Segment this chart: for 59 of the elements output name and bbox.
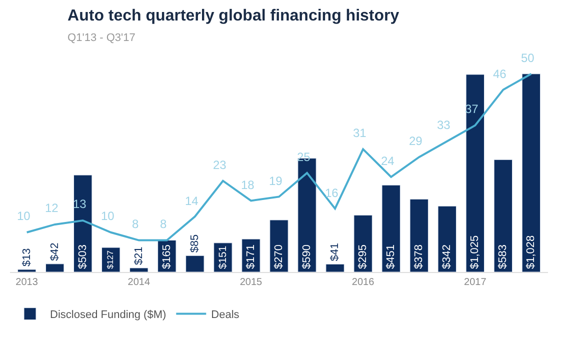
legend-label: Deals: [211, 309, 240, 322]
data-label: $41: [329, 242, 342, 262]
data-label: $21: [132, 246, 145, 265]
data-label: $295: [357, 244, 370, 269]
bar: [354, 214, 372, 272]
x-tick-label: 2015: [240, 277, 263, 288]
data-label: 31: [353, 126, 367, 140]
data-label: $151: [218, 246, 229, 269]
data-label: 50: [521, 51, 535, 65]
chart-subtitle: Q1'13 - Q3'17: [68, 32, 136, 44]
bar: [17, 269, 36, 272]
data-label: 19: [269, 174, 283, 188]
data-label: $1,025: [469, 235, 482, 269]
bar: [522, 74, 541, 272]
data-label: 46: [493, 67, 507, 81]
data-label: 8: [160, 217, 167, 231]
bar: [326, 264, 344, 272]
bar: [438, 206, 456, 272]
data-label: $503: [76, 244, 89, 269]
data-label: $171: [244, 244, 257, 269]
bar: [74, 174, 92, 272]
x-tick-label: 2014: [128, 277, 150, 288]
data-label: $378: [413, 244, 426, 269]
data-label: $165: [160, 244, 173, 269]
bar: [382, 184, 400, 272]
data-label: $451: [385, 244, 398, 269]
bar: [270, 220, 288, 272]
data-label: 33: [437, 118, 451, 132]
data-label: $342: [441, 244, 454, 269]
data-label: 10: [101, 209, 115, 223]
data-label: $1,028: [525, 235, 538, 269]
bar: [466, 74, 484, 272]
x-tick-label: 2017: [464, 277, 487, 288]
bar: [186, 255, 204, 272]
data-label: 23: [213, 158, 227, 172]
data-label: 14: [185, 194, 199, 208]
x-tick-label: 2013: [16, 277, 38, 288]
data-label: $270: [273, 244, 285, 269]
data-label: 10: [17, 209, 31, 223]
bar: [45, 264, 64, 272]
data-label: $583: [497, 244, 510, 269]
bar: [410, 198, 428, 272]
legend-label: Disclosed Funding ($M): [50, 309, 166, 322]
data-label: 29: [409, 134, 423, 148]
bar: [102, 247, 120, 272]
data-label: 12: [45, 201, 59, 215]
data-label: $590: [301, 244, 314, 269]
bar: [130, 268, 148, 272]
chart-title: Auto tech quarterly global financing history: [68, 7, 400, 24]
data-label: $127: [105, 250, 116, 269]
data-label: 8: [132, 217, 139, 231]
bar: [494, 159, 513, 272]
data-label: $42: [48, 242, 61, 261]
data-label: 16: [325, 186, 339, 200]
x-tick-label: 2016: [352, 277, 375, 288]
data-label: 24: [381, 154, 395, 168]
data-label: $85: [188, 234, 201, 253]
data-label: 18: [241, 178, 255, 192]
data-label: $13: [20, 248, 33, 266]
